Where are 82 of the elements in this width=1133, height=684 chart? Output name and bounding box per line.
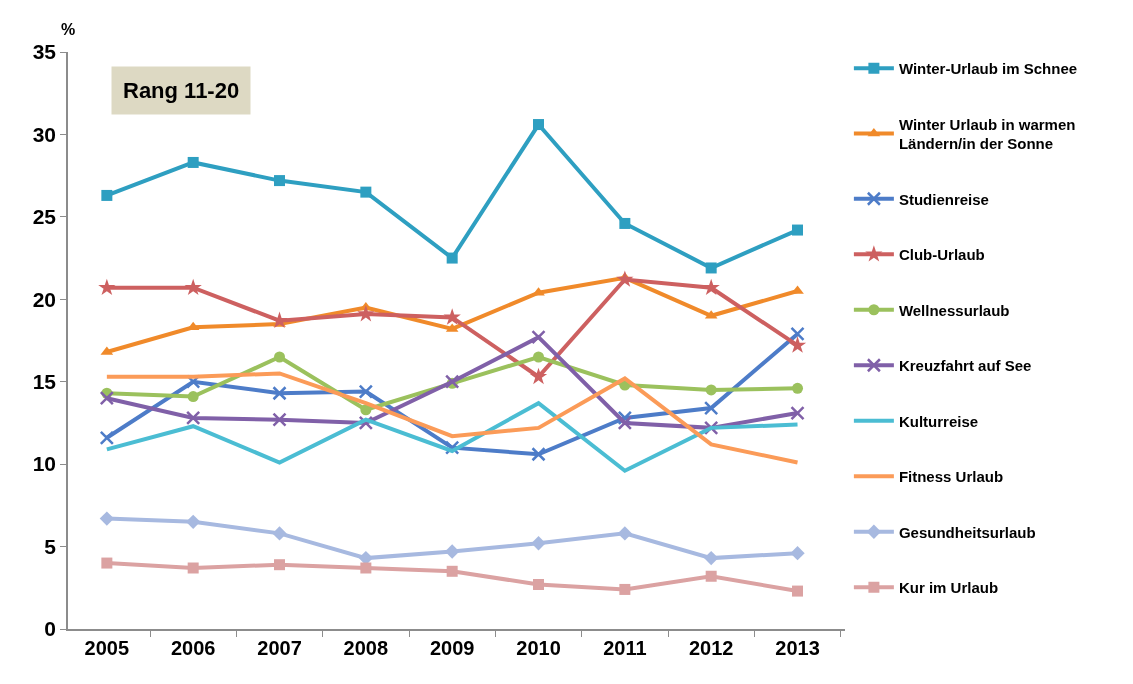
point [274,175,286,187]
point [272,412,287,427]
point [533,119,545,131]
point [358,384,374,399]
point [98,278,116,296]
y-tick-label: 20 [32,287,57,311]
point [617,526,632,541]
point [446,565,458,577]
x-tick-label: 2005 [84,636,130,659]
x-tick-label: 2011 [603,636,647,659]
x-tick-label: 2007 [257,636,302,659]
point [790,405,805,421]
point [187,562,199,574]
point [99,390,115,406]
point [790,546,805,561]
point [705,384,717,396]
point [101,557,113,569]
y-tick-label: 10 [32,452,57,476]
point [360,562,372,574]
legend-label: Fitness Urlaub [898,468,1004,486]
x-tick-label: 2012 [688,636,734,659]
point [186,514,201,529]
point [272,526,287,541]
point [616,270,634,287]
y-tick-label: 15 [32,370,57,394]
legend-label: Gesundheitsurlaub [898,523,1036,541]
point [702,278,720,296]
legend-label: Kreuzfahrt auf See [898,357,1032,375]
point [187,156,199,168]
y-tick-label: 5 [44,534,57,558]
point [703,400,719,416]
point [792,585,804,597]
point [187,391,199,403]
legend-label: Wellnessurlaub [898,301,1010,319]
legend-label: Club-Urlaub [898,246,985,264]
point [99,511,114,526]
point [533,578,545,590]
x-tick-label: 2008 [343,636,389,659]
line-series [104,401,800,473]
y-tick-label: 0 [44,617,57,641]
y-tick-label: 25 [32,205,57,229]
point [529,367,548,385]
point [705,262,717,274]
point [274,559,286,571]
point [792,224,804,236]
point [704,550,719,566]
point [185,410,201,426]
point [445,544,460,559]
point [533,351,545,363]
point [101,189,113,201]
point [443,308,461,325]
legend-label: Winter-Urlaub im Schnee [898,60,1078,78]
point [446,252,458,264]
point [619,217,631,229]
legend-label: Winter Urlaub in warmen Ländern/in der Sonne [898,115,1076,153]
point [357,305,375,322]
point [274,351,286,363]
x-tick-label: 2006 [170,636,216,659]
y-axis-title: % [61,21,76,38]
legend-label: Studienreise [898,190,989,208]
point [792,382,804,394]
point [531,536,546,551]
point [790,326,805,342]
point [705,570,717,582]
point [272,386,287,401]
point [531,329,546,345]
y-tick-label: 35 [32,40,57,64]
legend-label: Kulturreise [898,412,979,430]
annotation: Rang 11-20 [123,78,240,103]
x-tick-label: 2013 [775,636,820,659]
legend-label: Kur im Urlaub [898,579,999,597]
x-tick-label: 2010 [516,636,561,659]
line-series [104,371,800,465]
x-tick-label: 2009 [429,636,475,659]
point [184,278,202,296]
point [619,583,631,595]
point [99,430,115,446]
point [360,186,372,198]
point [617,415,633,431]
point [788,336,807,353]
point [531,447,546,462]
y-tick-label: 30 [32,122,57,146]
